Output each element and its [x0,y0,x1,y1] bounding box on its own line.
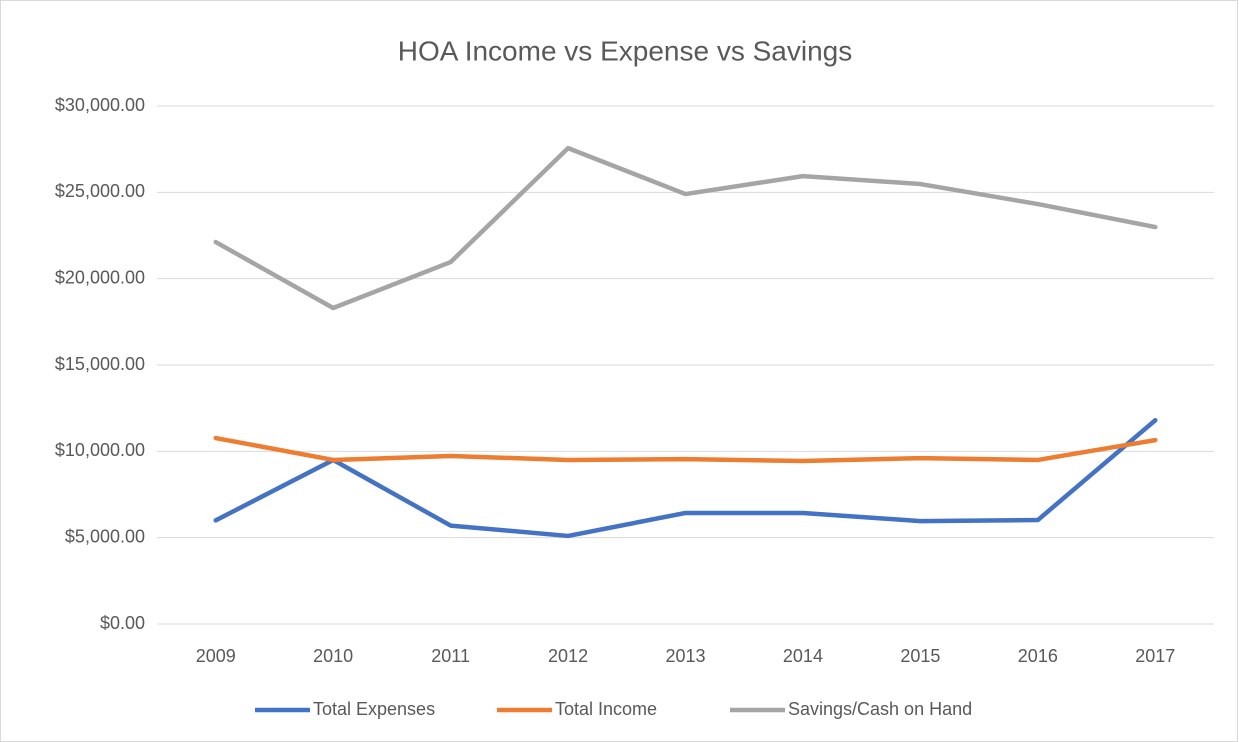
x-tick-label: 2012 [548,646,588,666]
x-tick-label: 2009 [196,646,236,666]
chart-title: HOA Income vs Expense vs Savings [398,35,852,66]
legend-label: Total Income [555,699,657,719]
x-tick-label: 2011 [431,646,470,666]
legend-label: Total Expenses [313,699,435,719]
legend-label: Savings/Cash on Hand [788,699,972,719]
x-tick-label: 2017 [1135,646,1175,666]
x-tick-label: 2015 [900,646,940,666]
series-line [213,145,1158,311]
series-line [213,435,1158,464]
y-tick-label: $15,000.00 [55,354,145,374]
x-tick-label: 2014 [783,646,823,666]
y-tick-label: $5,000.00 [65,526,145,546]
y-tick-label: $30,000.00 [55,95,145,115]
x-tick-label: 2013 [665,646,705,666]
series-line [213,418,1158,539]
y-tick-label: $20,000.00 [55,267,145,287]
x-tick-label: 2016 [1018,646,1058,666]
y-tick-label: $10,000.00 [55,440,145,460]
y-tick-label: $0.00 [100,613,145,633]
y-tick-label: $25,000.00 [55,181,145,201]
x-tick-label: 2010 [313,646,353,666]
